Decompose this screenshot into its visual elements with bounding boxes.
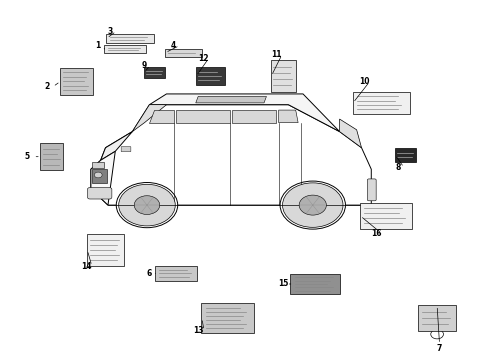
Circle shape [430, 329, 443, 339]
Text: 1: 1 [95, 41, 101, 50]
FancyBboxPatch shape [103, 45, 146, 53]
FancyBboxPatch shape [87, 188, 112, 199]
FancyBboxPatch shape [270, 60, 296, 91]
Circle shape [134, 196, 160, 215]
Polygon shape [176, 110, 229, 123]
FancyBboxPatch shape [366, 179, 375, 201]
Circle shape [116, 183, 177, 228]
FancyBboxPatch shape [352, 92, 409, 114]
Circle shape [282, 183, 342, 227]
FancyBboxPatch shape [164, 49, 202, 57]
FancyBboxPatch shape [290, 274, 339, 294]
Text: 12: 12 [198, 54, 208, 63]
Polygon shape [91, 151, 115, 205]
Polygon shape [132, 105, 166, 132]
Polygon shape [195, 96, 266, 103]
FancyBboxPatch shape [86, 234, 124, 266]
FancyBboxPatch shape [359, 203, 411, 229]
Polygon shape [101, 132, 132, 160]
Polygon shape [91, 105, 370, 205]
FancyBboxPatch shape [394, 148, 415, 162]
FancyBboxPatch shape [60, 68, 92, 95]
Circle shape [94, 172, 102, 178]
Polygon shape [339, 119, 361, 148]
Polygon shape [149, 110, 173, 123]
Circle shape [280, 181, 345, 229]
Text: 9: 9 [142, 61, 147, 70]
Text: 6: 6 [146, 269, 152, 278]
Text: 3: 3 [107, 27, 113, 36]
FancyBboxPatch shape [106, 34, 153, 42]
FancyBboxPatch shape [195, 67, 224, 85]
Text: 7: 7 [436, 344, 441, 353]
FancyBboxPatch shape [143, 67, 164, 78]
Text: 11: 11 [270, 50, 281, 59]
FancyBboxPatch shape [201, 303, 253, 333]
FancyBboxPatch shape [155, 266, 197, 281]
FancyBboxPatch shape [92, 162, 103, 168]
Polygon shape [149, 94, 339, 132]
FancyBboxPatch shape [92, 168, 106, 183]
Circle shape [119, 184, 175, 226]
Text: 2: 2 [44, 82, 50, 91]
FancyBboxPatch shape [417, 305, 455, 331]
Circle shape [299, 195, 325, 215]
Text: 14: 14 [81, 262, 91, 271]
Text: 16: 16 [370, 229, 381, 238]
Polygon shape [278, 110, 298, 123]
Text: 13: 13 [193, 326, 203, 335]
FancyBboxPatch shape [41, 143, 63, 171]
FancyBboxPatch shape [121, 147, 131, 152]
Polygon shape [232, 110, 276, 123]
Text: 10: 10 [358, 77, 368, 86]
Text: 4: 4 [171, 41, 176, 50]
Text: 5: 5 [25, 152, 30, 161]
Text: 8: 8 [395, 163, 400, 172]
Text: 15: 15 [278, 279, 288, 288]
